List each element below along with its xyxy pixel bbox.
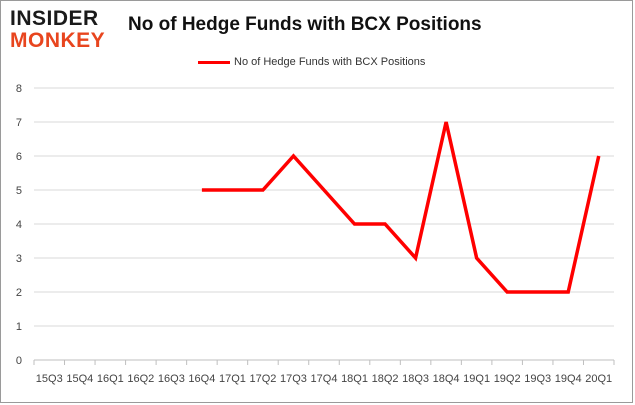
x-tick-label: 18Q3 xyxy=(402,373,429,385)
x-tick-label: 19Q1 xyxy=(463,373,490,385)
x-tick-label: 19Q4 xyxy=(555,373,582,385)
legend-swatch xyxy=(198,60,230,64)
logo-line-1: INSIDER xyxy=(10,7,99,30)
y-tick-label: 4 xyxy=(16,219,22,231)
x-tick-label: 16Q2 xyxy=(127,373,154,385)
logo-line-2: MONKEY xyxy=(10,29,106,52)
x-tick-label: 17Q2 xyxy=(249,373,276,385)
y-tick-label: 5 xyxy=(16,185,22,197)
legend-label: No of Hedge Funds with BCX Positions xyxy=(234,56,426,68)
y-tick-label: 3 xyxy=(16,253,22,265)
x-tick-label: 16Q4 xyxy=(188,373,215,385)
x-tick-label: 19Q2 xyxy=(494,373,521,385)
y-tick-label: 7 xyxy=(16,117,22,129)
chart-legend: No of Hedge Funds with BCX Positions xyxy=(198,54,425,70)
y-tick-label: 2 xyxy=(16,287,22,299)
x-tick-label: 15Q4 xyxy=(66,373,93,385)
y-tick-label: 1 xyxy=(16,321,22,333)
y-tick-label: 0 xyxy=(16,355,22,367)
series-line xyxy=(201,121,601,294)
x-tick-label: 19Q3 xyxy=(524,373,551,385)
x-tick-label: 18Q1 xyxy=(341,373,368,385)
x-tick-label: 16Q3 xyxy=(158,373,185,385)
chart-title: No of Hedge Funds with BCX Positions xyxy=(128,14,482,35)
y-tick-label: 6 xyxy=(16,151,22,163)
x-tick-label: 18Q4 xyxy=(433,373,460,385)
x-tick-label: 20Q1 xyxy=(585,373,612,385)
x-tick-label: 15Q3 xyxy=(36,373,63,385)
x-tick-label: 16Q1 xyxy=(97,373,124,385)
x-tick-label: 17Q3 xyxy=(280,373,307,385)
x-tick-label: 17Q4 xyxy=(311,373,338,385)
x-tick-label: 18Q2 xyxy=(372,373,399,385)
x-tick-label: 17Q1 xyxy=(219,373,246,385)
insider-monkey-logo: INSIDER MONKEY xyxy=(10,6,120,52)
y-tick-label: 8 xyxy=(16,83,22,95)
